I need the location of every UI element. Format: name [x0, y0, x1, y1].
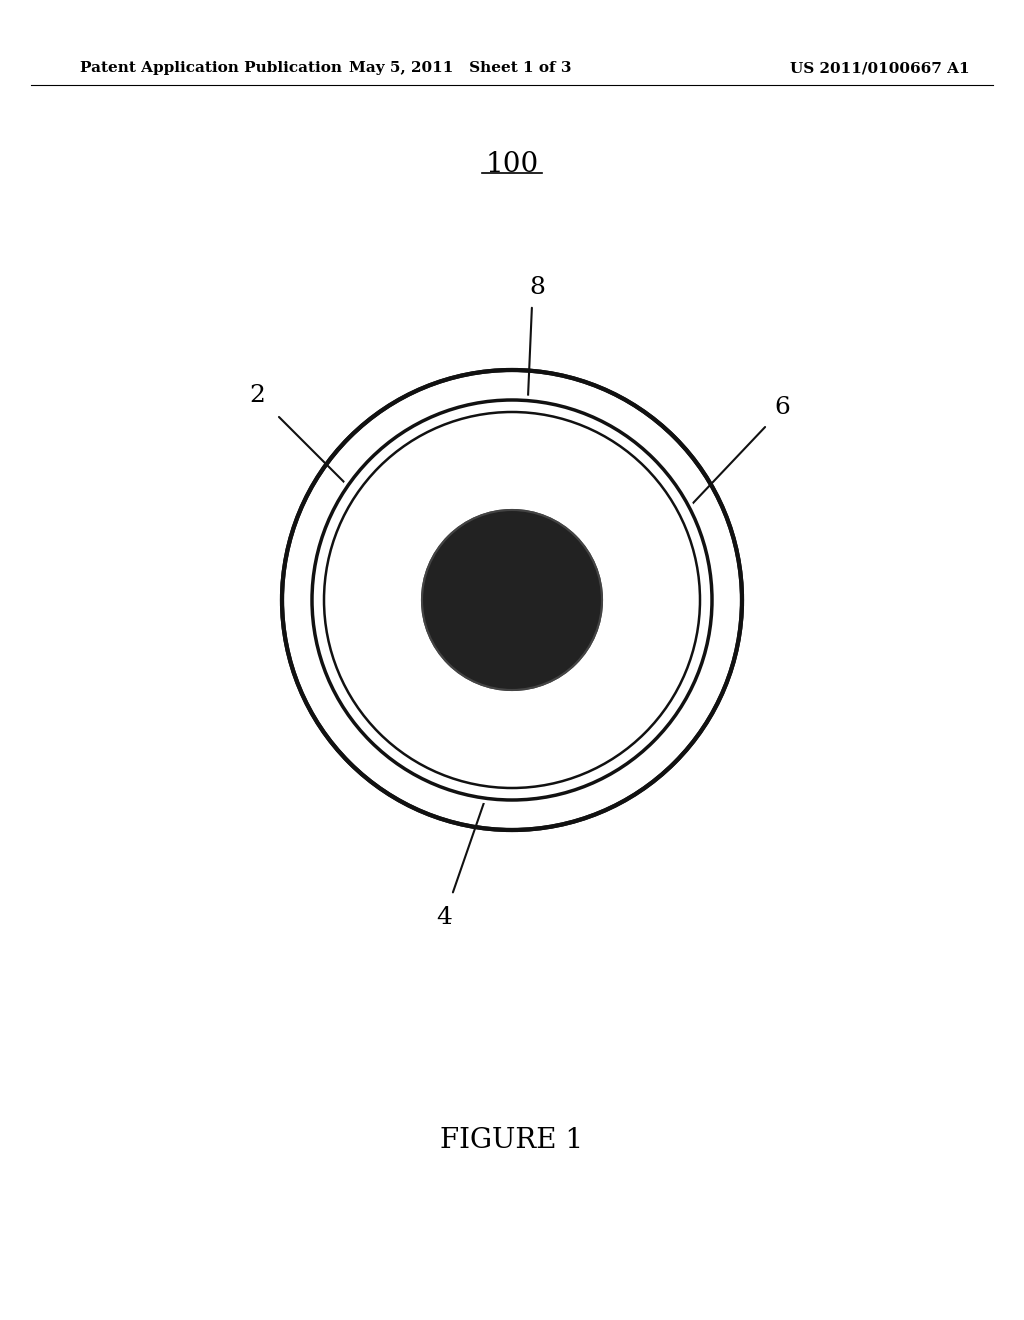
- Circle shape: [379, 561, 423, 606]
- Circle shape: [397, 515, 441, 558]
- Circle shape: [378, 682, 395, 700]
- Circle shape: [422, 510, 602, 690]
- Text: May 5, 2011   Sheet 1 of 3: May 5, 2011 Sheet 1 of 3: [349, 61, 571, 75]
- Circle shape: [360, 665, 413, 717]
- Circle shape: [460, 482, 474, 496]
- Circle shape: [282, 370, 742, 830]
- Circle shape: [513, 704, 528, 719]
- Circle shape: [616, 548, 630, 562]
- Circle shape: [634, 622, 685, 675]
- Circle shape: [312, 400, 712, 800]
- Circle shape: [446, 469, 486, 508]
- Circle shape: [307, 395, 717, 805]
- Circle shape: [572, 502, 616, 546]
- Circle shape: [552, 483, 565, 496]
- Circle shape: [455, 444, 473, 462]
- Text: FIGURE 1: FIGURE 1: [440, 1126, 584, 1154]
- Circle shape: [450, 682, 493, 726]
- Text: US 2011/0100667 A1: US 2011/0100667 A1: [791, 61, 970, 75]
- Circle shape: [534, 722, 586, 774]
- Circle shape: [538, 692, 578, 731]
- Circle shape: [615, 609, 631, 624]
- Circle shape: [587, 516, 602, 532]
- Circle shape: [463, 697, 479, 711]
- Circle shape: [395, 700, 446, 751]
- Circle shape: [546, 675, 590, 719]
- Circle shape: [531, 474, 574, 517]
- Circle shape: [629, 500, 646, 517]
- Circle shape: [539, 470, 579, 510]
- Circle shape: [597, 656, 612, 671]
- Circle shape: [339, 527, 390, 578]
- Text: 8: 8: [529, 276, 545, 300]
- Circle shape: [597, 545, 641, 589]
- Circle shape: [603, 535, 643, 576]
- Circle shape: [438, 426, 490, 479]
- Circle shape: [594, 717, 612, 734]
- Circle shape: [594, 466, 612, 483]
- Circle shape: [331, 574, 383, 626]
- Circle shape: [545, 488, 561, 503]
- Circle shape: [397, 626, 413, 640]
- Circle shape: [348, 591, 367, 609]
- Circle shape: [496, 480, 511, 496]
- Circle shape: [355, 639, 374, 657]
- Circle shape: [602, 627, 642, 667]
- Circle shape: [422, 668, 437, 684]
- Text: Patent Application Publication: Patent Application Publication: [80, 61, 342, 75]
- Circle shape: [438, 722, 490, 774]
- Circle shape: [650, 639, 669, 657]
- Circle shape: [550, 704, 564, 718]
- Circle shape: [583, 642, 627, 685]
- Circle shape: [615, 640, 630, 653]
- Circle shape: [412, 529, 427, 545]
- Circle shape: [650, 543, 669, 561]
- Circle shape: [634, 527, 685, 578]
- Circle shape: [551, 444, 569, 462]
- Circle shape: [393, 576, 409, 591]
- Circle shape: [657, 591, 676, 609]
- Circle shape: [503, 746, 521, 764]
- Circle shape: [449, 495, 464, 511]
- Circle shape: [412, 717, 430, 734]
- Circle shape: [395, 449, 446, 500]
- Circle shape: [459, 704, 472, 718]
- Circle shape: [611, 483, 664, 535]
- Circle shape: [412, 466, 430, 483]
- Circle shape: [307, 395, 717, 805]
- Circle shape: [434, 480, 478, 525]
- Circle shape: [534, 426, 586, 479]
- Circle shape: [360, 483, 413, 535]
- Circle shape: [551, 738, 569, 756]
- Circle shape: [499, 689, 543, 734]
- Circle shape: [601, 595, 645, 639]
- Circle shape: [611, 665, 664, 717]
- Circle shape: [394, 638, 408, 652]
- Circle shape: [641, 574, 693, 626]
- Circle shape: [578, 700, 629, 751]
- Circle shape: [355, 543, 374, 561]
- Circle shape: [382, 533, 422, 573]
- Circle shape: [455, 738, 473, 756]
- Text: 100: 100: [485, 152, 539, 178]
- Text: 4: 4: [436, 907, 452, 929]
- Circle shape: [629, 682, 646, 700]
- Circle shape: [611, 560, 627, 574]
- Circle shape: [339, 622, 390, 675]
- Circle shape: [486, 418, 538, 471]
- Circle shape: [394, 546, 409, 560]
- Text: 2: 2: [249, 384, 265, 407]
- Circle shape: [445, 690, 485, 730]
- Circle shape: [378, 500, 395, 517]
- Circle shape: [408, 655, 452, 698]
- Circle shape: [383, 611, 427, 655]
- Circle shape: [381, 626, 421, 665]
- Circle shape: [578, 449, 629, 500]
- Text: 6: 6: [774, 396, 790, 418]
- Circle shape: [422, 510, 602, 690]
- Circle shape: [560, 689, 575, 705]
- Circle shape: [481, 466, 525, 511]
- Circle shape: [486, 729, 538, 781]
- Circle shape: [503, 436, 521, 454]
